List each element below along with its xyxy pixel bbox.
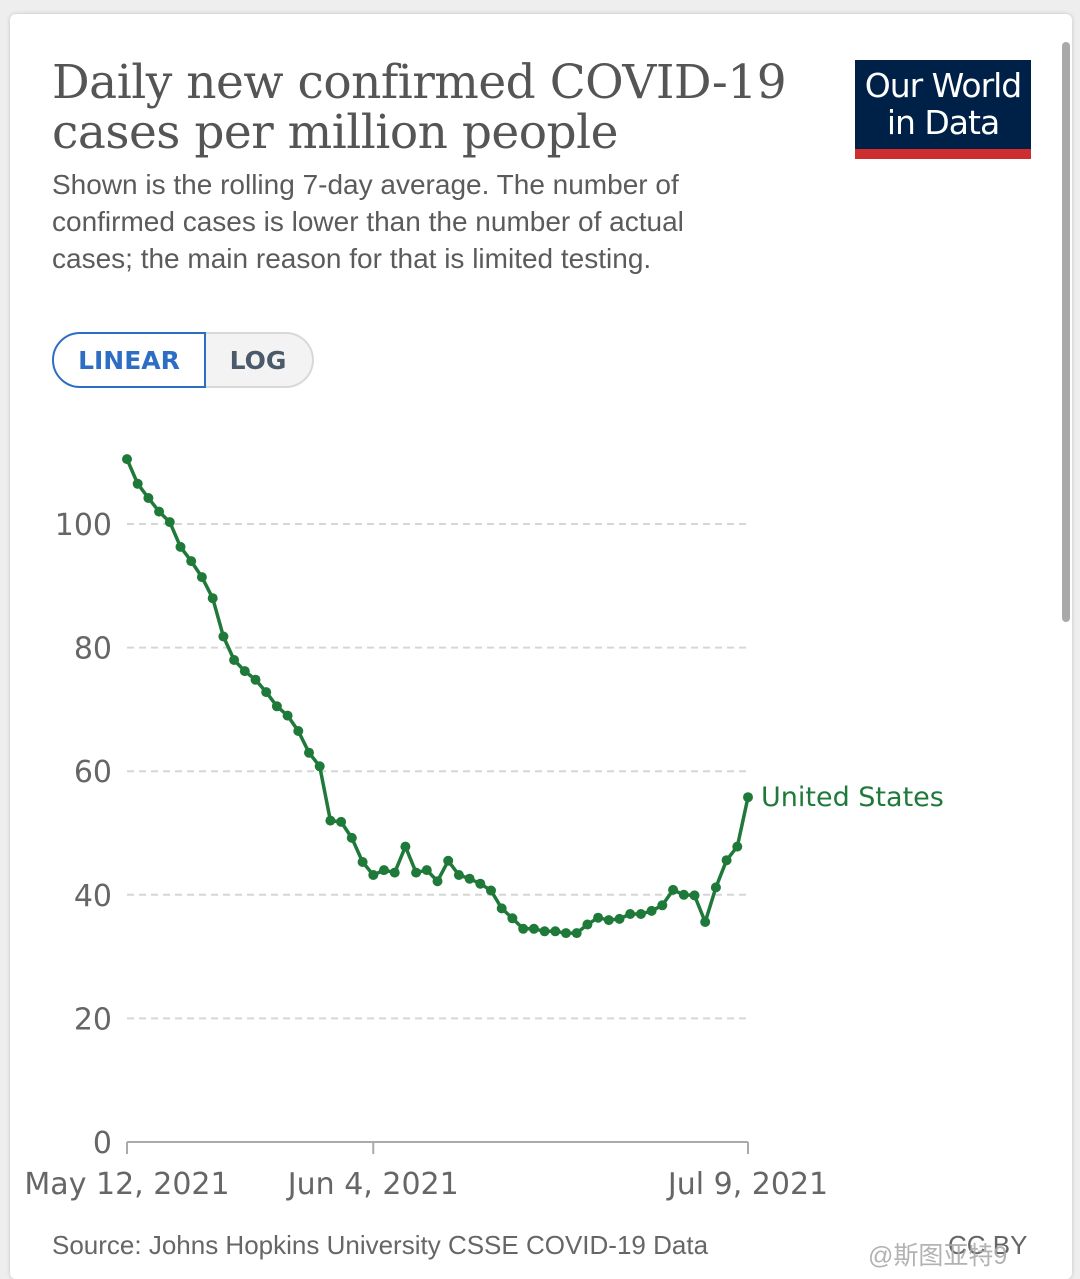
data-point[interactable] (164, 517, 175, 528)
data-point[interactable] (207, 593, 218, 604)
gridlines (127, 523, 748, 1020)
log-scale-button[interactable]: LOG (204, 332, 314, 388)
data-point[interactable] (689, 890, 700, 901)
data-point[interactable] (625, 909, 636, 919)
chart-card: Daily new confirmed COVID-19 cases per m… (10, 14, 1072, 1279)
data-point[interactable] (325, 815, 336, 826)
x-axis (126, 1141, 749, 1154)
series-points (122, 454, 753, 939)
data-point[interactable] (614, 913, 625, 924)
data-point[interactable] (668, 884, 679, 895)
data-point[interactable] (400, 841, 411, 852)
data-point[interactable] (239, 666, 250, 677)
series-name-label[interactable]: United States (761, 782, 944, 813)
data-point[interactable] (421, 865, 432, 876)
data-point[interactable] (411, 867, 422, 878)
data-point[interactable] (571, 928, 582, 939)
data-point[interactable] (528, 923, 539, 934)
data-point[interactable] (346, 832, 357, 843)
data-point[interactable] (229, 655, 240, 665)
data-point[interactable] (143, 493, 154, 503)
scrollbar[interactable] (1062, 42, 1070, 622)
data-point[interactable] (186, 556, 197, 567)
data-point[interactable] (196, 572, 207, 583)
data-point[interactable] (743, 792, 753, 803)
data-point[interactable] (443, 855, 454, 866)
data-point[interactable] (293, 726, 304, 736)
data-point[interactable] (282, 710, 293, 721)
data-point[interactable] (507, 913, 518, 924)
data-point[interactable] (475, 878, 486, 889)
y-tick-label: 40 (74, 879, 112, 914)
data-point[interactable] (379, 865, 389, 876)
data-point[interactable] (314, 761, 325, 772)
data-point[interactable] (732, 841, 743, 852)
data-point[interactable] (700, 917, 711, 927)
data-point[interactable] (218, 631, 229, 642)
tick-labels: 0 20 40 60 80 100 May 12, 2021 Jun 4, 2021 Jul 9… (24, 508, 943, 1202)
data-point[interactable] (635, 909, 646, 919)
chart-title: Daily new confirmed COVID-19 cases per m… (52, 55, 787, 160)
y-tick-label: 80 (74, 632, 112, 667)
data-point[interactable] (132, 478, 143, 489)
data-point[interactable] (496, 903, 507, 914)
data-point[interactable] (721, 855, 732, 866)
y-tick-label: 60 (74, 755, 112, 790)
license-link[interactable]: CC BY (948, 1230, 1028, 1260)
data-point[interactable] (175, 541, 186, 552)
data-point[interactable] (539, 926, 550, 937)
x-tick-label: Jun 4, 2021 (286, 1167, 459, 1202)
data-point[interactable] (464, 873, 475, 884)
data-point[interactable] (646, 905, 657, 916)
y-tick-label: 0 (93, 1126, 112, 1161)
data-point[interactable] (593, 912, 604, 923)
data-point[interactable] (603, 915, 614, 926)
data-point[interactable] (453, 870, 464, 880)
data-point[interactable] (561, 928, 571, 939)
data-point[interactable] (657, 900, 668, 911)
line-chart: 0 20 40 60 80 100 May 12, 2021 Jun 4, 2021 Jul 9… (24, 454, 944, 1202)
data-point[interactable] (261, 687, 272, 698)
linear-scale-button[interactable]: LINEAR (52, 332, 206, 388)
source-note[interactable]: Source: Johns Hopkins University CSSE CO… (52, 1230, 709, 1260)
data-point[interactable] (582, 919, 593, 930)
series-line[interactable] (125, 458, 750, 935)
data-point[interactable] (336, 816, 347, 827)
y-tick-label: 100 (55, 508, 112, 543)
data-point[interactable] (368, 870, 379, 880)
data-point[interactable] (357, 857, 368, 867)
data-point[interactable] (432, 876, 443, 887)
data-point[interactable] (304, 747, 314, 758)
x-tick-label: May 12, 2021 (24, 1167, 229, 1202)
data-point[interactable] (389, 867, 400, 878)
logo-line-1: Our World (864, 66, 1023, 105)
data-point[interactable] (550, 926, 561, 937)
data-point[interactable] (271, 701, 282, 712)
watermark: @斯图亚特9 (868, 1242, 1008, 1270)
x-tick-label: Jul 9, 2021 (666, 1167, 828, 1202)
scale-toggle: LINEAR LOG (52, 332, 314, 388)
chart-subtitle: Shown is the rolling 7-day average. The … (52, 169, 684, 274)
data-point[interactable] (710, 882, 721, 893)
y-tick-label: 20 (74, 1002, 112, 1037)
data-point[interactable] (122, 454, 132, 465)
our-world-in-data-logo[interactable]: Our World in Data (855, 60, 1031, 159)
data-point[interactable] (154, 506, 165, 517)
data-point[interactable] (678, 889, 689, 900)
series-lines (125, 458, 750, 935)
data-point[interactable] (250, 674, 261, 685)
data-point[interactable] (486, 885, 496, 896)
data-point[interactable] (518, 923, 529, 934)
logo-line-2: in Data (886, 103, 1000, 142)
